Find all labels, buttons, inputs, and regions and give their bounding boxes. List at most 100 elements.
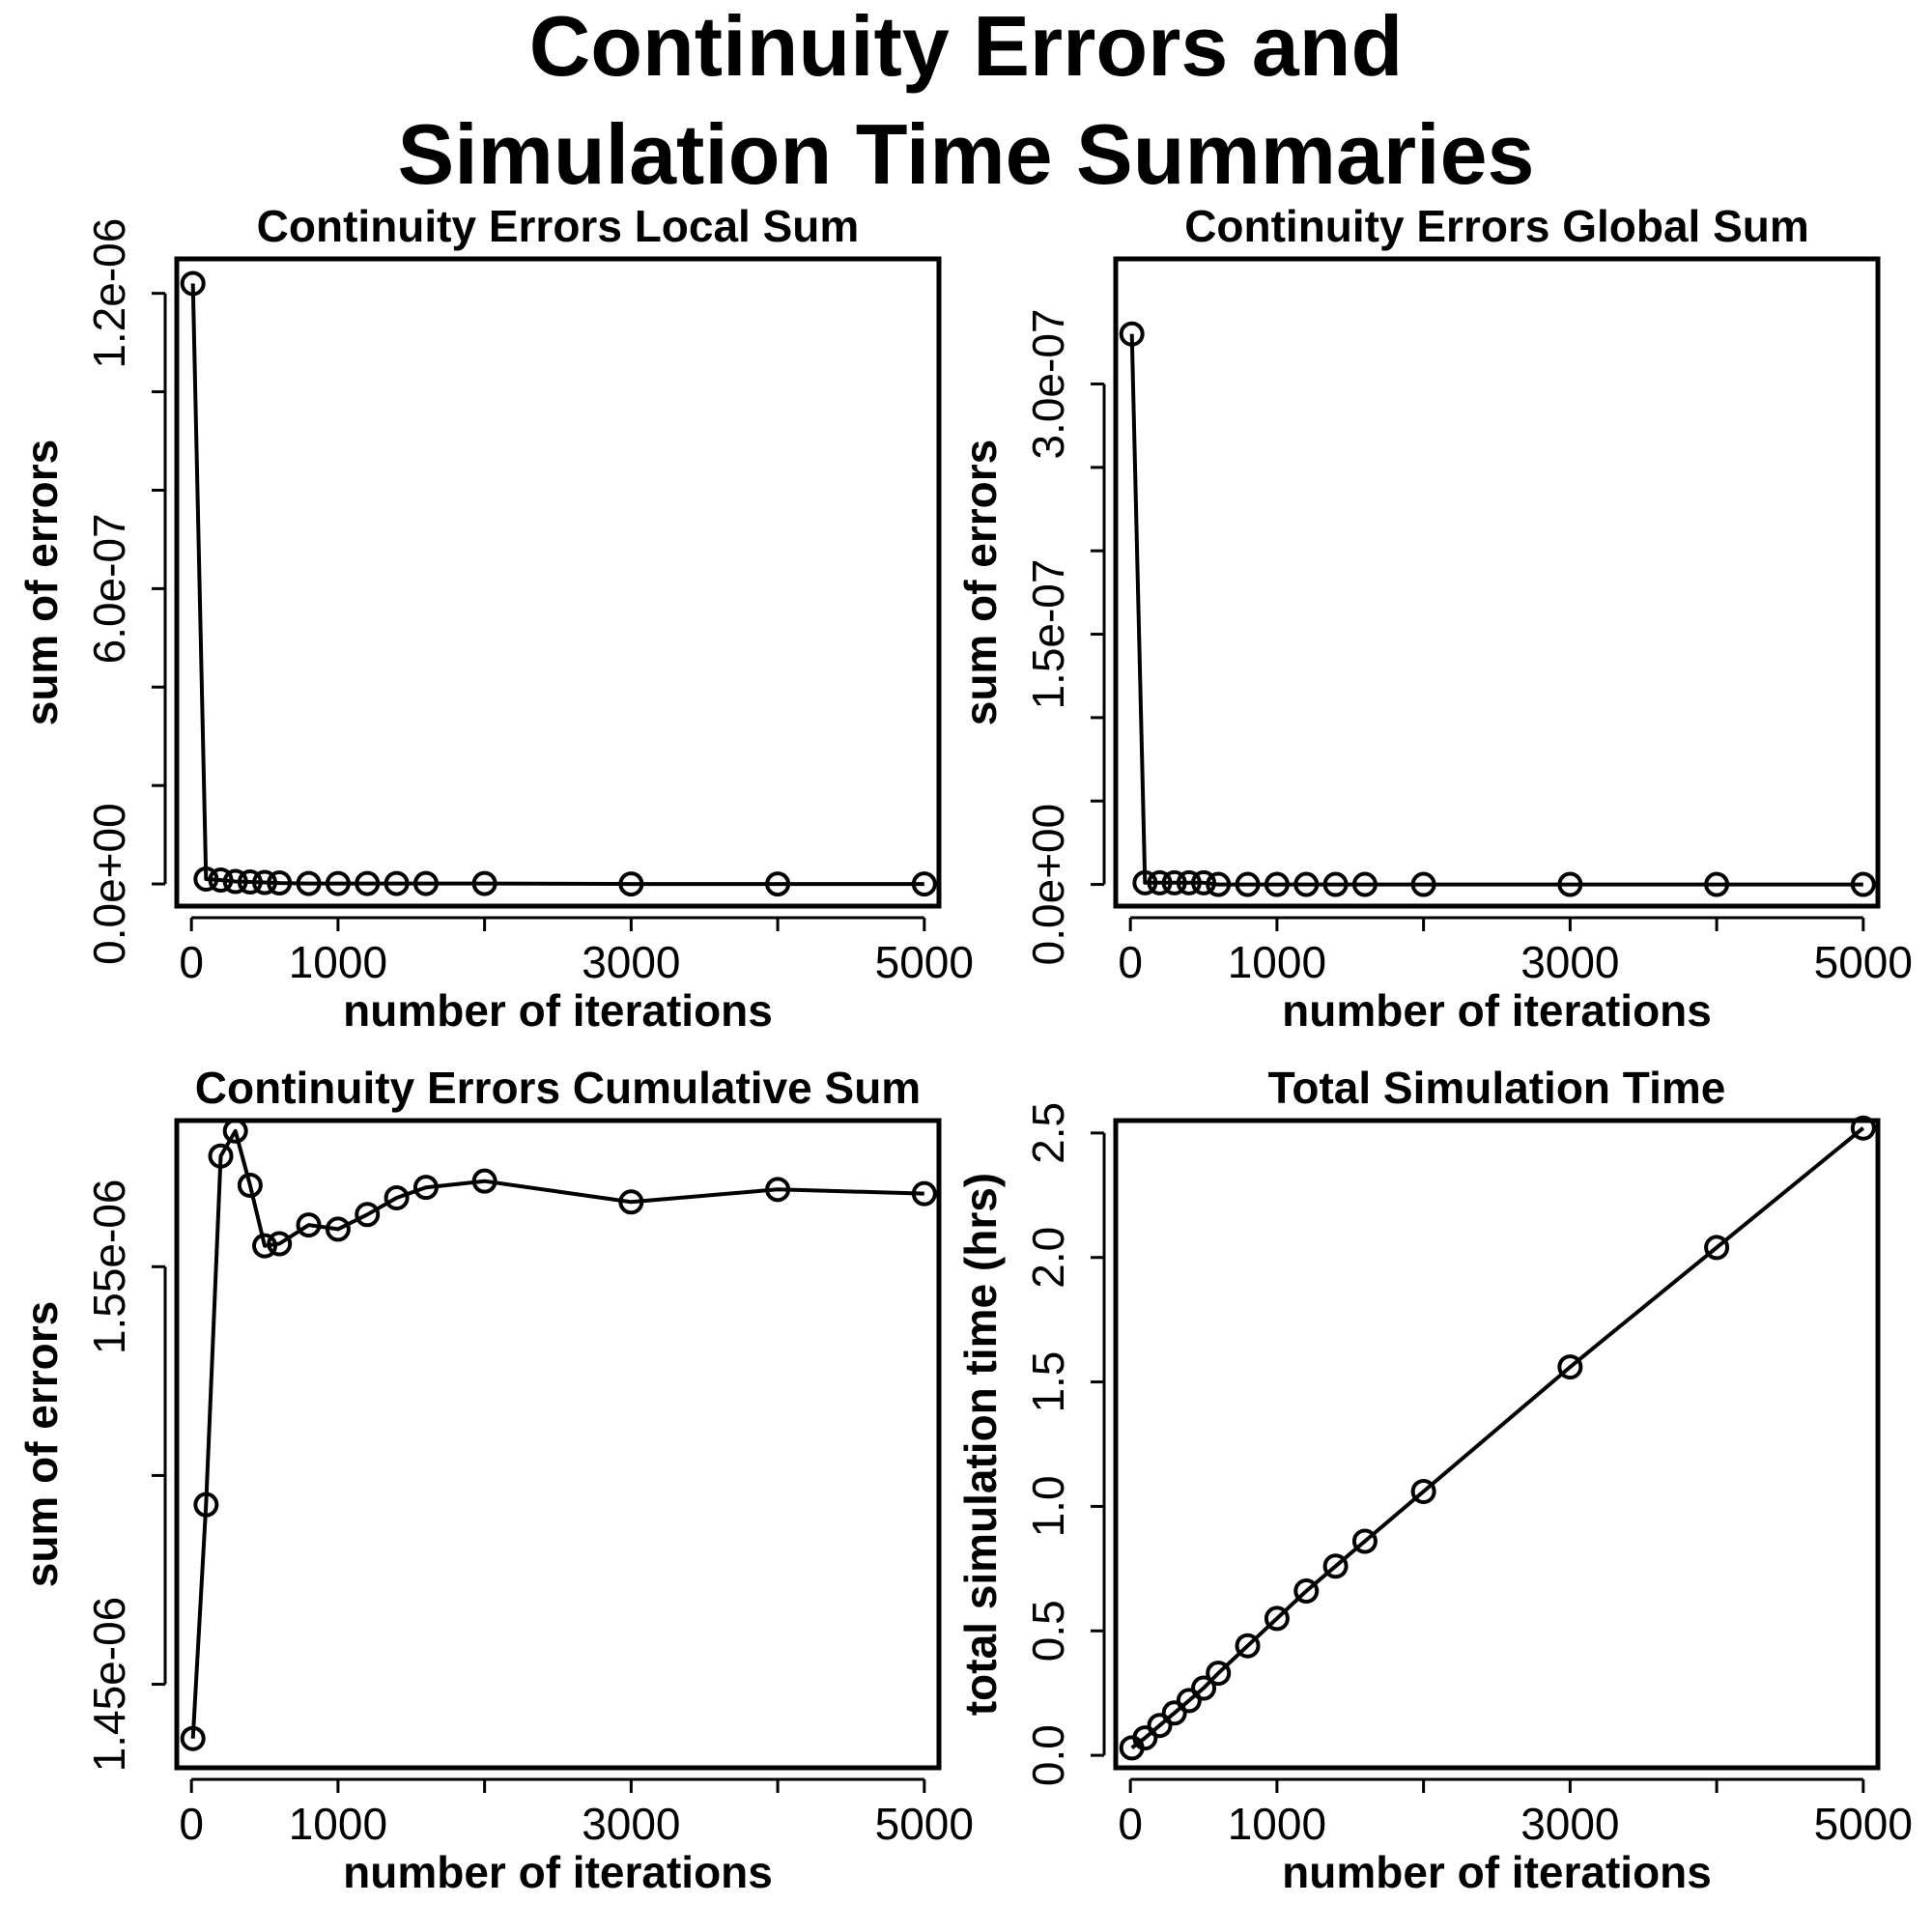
chart-4-y-tick-label: 1.5	[1023, 1351, 1073, 1413]
chart-2-title: Continuity Errors Global Sum	[1184, 201, 1809, 251]
chart-1: Continuity Errors Local Sum 0 1000 3000 5000…	[16, 201, 974, 1036]
chart-3-title: Continuity Errors Cumulative Sum	[195, 1063, 921, 1113]
chart-3-x-tick-label: 5000	[875, 1799, 974, 1849]
chart-4-data-point	[1206, 1661, 1232, 1687]
chart-3-data-point	[412, 1175, 439, 1201]
chart-2-data-point	[1704, 871, 1730, 897]
chart-2-y-tick-label: 0.0e+00	[1023, 804, 1073, 966]
chart-3-x-tick-label: 0	[179, 1799, 204, 1849]
chart-2-data-point	[1206, 871, 1232, 897]
chart-3-x-tick-label: 1000	[289, 1799, 387, 1849]
chart-1-x-tick-label: 1000	[289, 937, 387, 987]
chart-4-y-tick-label: 2.5	[1023, 1102, 1073, 1164]
chart-2-data-point	[1850, 871, 1876, 897]
chart-4-y-tick-label: 0.0	[1023, 1724, 1073, 1786]
chart-4-y-tick-label: 0.5	[1023, 1600, 1073, 1662]
chart-2-data-point	[1235, 871, 1261, 897]
chart-3-data-point	[237, 1173, 263, 1198]
chart-4-data-point	[1850, 1115, 1876, 1141]
chart-2-data-point	[1557, 871, 1583, 897]
figure-title-line-2: Simulation Time Summaries	[398, 106, 1535, 202]
chart-4-data-point	[1410, 1478, 1436, 1504]
chart-2-y-tick-label: 3.0e-07	[1023, 309, 1073, 460]
chart-4-y-axis-label: total simulation time (hrs)	[955, 1173, 1006, 1716]
chart-1-y-tick-label: 0.0e+00	[84, 803, 134, 965]
chart-1-data-point	[208, 867, 234, 893]
chart-4-data-point	[1191, 1675, 1217, 1701]
chart-4-data-point	[1147, 1713, 1173, 1739]
chart-4-data-point	[1132, 1725, 1158, 1751]
chart-2-data-point	[1191, 869, 1217, 895]
chart-3-data-point	[296, 1212, 322, 1238]
chart-3-data-point	[765, 1177, 791, 1203]
chart-3-x-axis-label: number of iterations	[343, 1847, 773, 1897]
chart-4-data-point	[1264, 1605, 1290, 1632]
chart-4-plot-frame	[1113, 1118, 1881, 1771]
chart-1-data-point	[384, 870, 410, 896]
chart-4-data-point	[1235, 1633, 1261, 1659]
chart-4-y-tick-label: 2.0	[1023, 1227, 1073, 1289]
chart-3-data-point	[384, 1184, 410, 1210]
chart-4-data-point	[1704, 1235, 1730, 1261]
chart-1-data-point	[193, 866, 219, 892]
chart-3-x-tick-label: 3000	[582, 1799, 680, 1849]
chart-1-data-point	[471, 870, 497, 896]
chart-2-data-point	[1293, 871, 1320, 897]
chart-4-x-tick-label: 5000	[1814, 1799, 1913, 1849]
chart-1-data-point	[618, 871, 644, 897]
chart-1-x-axis-label: number of iterations	[343, 985, 773, 1036]
chart-3-data-point	[267, 1231, 293, 1257]
chart-1-data-point	[911, 871, 937, 897]
chart-4-data-point	[1293, 1578, 1320, 1605]
chart-4-x-axis-label: number of iterations	[1282, 1847, 1712, 1897]
chart-2-x-tick-label: 5000	[1814, 937, 1913, 987]
chart-2-series-line	[1129, 333, 1863, 887]
chart-2-data-point	[1410, 871, 1436, 897]
chart-3: Continuity Errors Cumulative Sum 0 1000 300…	[16, 1063, 974, 1897]
chart-3-data-point	[618, 1189, 644, 1215]
chart-4-x-tick-label: 3000	[1520, 1799, 1619, 1849]
chart-4-data-point	[1176, 1688, 1202, 1714]
chart-3-data-point	[911, 1180, 937, 1207]
chart-1-data-point	[412, 870, 439, 896]
chart-3-data-point	[325, 1216, 351, 1242]
figure-title-line-1: Continuity Errors and	[529, 0, 1404, 94]
chart-2-x-tick-label: 0	[1118, 937, 1143, 987]
chart-1-data-point	[296, 870, 322, 896]
chart-1-series-line	[190, 283, 924, 887]
chart-4-data-point	[1322, 1553, 1349, 1579]
chart-4-x-tick-label: 1000	[1228, 1799, 1326, 1849]
chart-1-data-point	[252, 869, 278, 895]
chart-2-data-point	[1119, 321, 1145, 347]
chart-2-plot-frame	[1113, 256, 1881, 909]
chart-2-x-tick-label: 3000	[1520, 937, 1619, 987]
chart-2-data-point	[1351, 871, 1378, 897]
chart-3-data-point	[180, 1725, 206, 1751]
chart-1-data-point	[180, 270, 206, 297]
chart-1-data-point	[222, 868, 248, 895]
chart-3-data-point	[193, 1492, 219, 1518]
chart-1-data-point	[325, 870, 351, 896]
chart-1-y-tick-label: 1.2e-06	[84, 218, 134, 369]
chart-panels: Continuity Errors Local Sum 0 1000 3000 5000…	[16, 201, 1913, 1897]
chart-1-y-tick-label: 6.0e-07	[84, 513, 134, 664]
chart-4-x-tick-label: 0	[1118, 1799, 1143, 1849]
chart-2-x-axis-label: number of iterations	[1282, 985, 1712, 1036]
chart-1-plot-frame	[174, 256, 942, 909]
chart-4-data-point	[1351, 1528, 1378, 1554]
chart-1-data-point	[355, 870, 381, 896]
chart-4-y-tick-label: 1.0	[1023, 1475, 1073, 1537]
chart-1-x-tick-label: 3000	[582, 937, 680, 987]
chart-2-data-point	[1161, 869, 1187, 895]
chart-2: Continuity Errors Global Sum 0 1000 3000 500…	[955, 201, 1913, 1036]
chart-2-data-point	[1147, 869, 1173, 895]
chart-2-y-axis-label: sum of errors	[955, 440, 1006, 726]
chart-1-x-tick-label: 0	[179, 937, 204, 987]
chart-1-x-tick-label: 5000	[875, 937, 974, 987]
chart-2-y-tick-label: 1.5e-07	[1023, 559, 1073, 710]
chart-2-data-point	[1322, 871, 1349, 897]
chart-1-data-point	[267, 870, 293, 896]
chart-1-data-point	[765, 871, 791, 897]
